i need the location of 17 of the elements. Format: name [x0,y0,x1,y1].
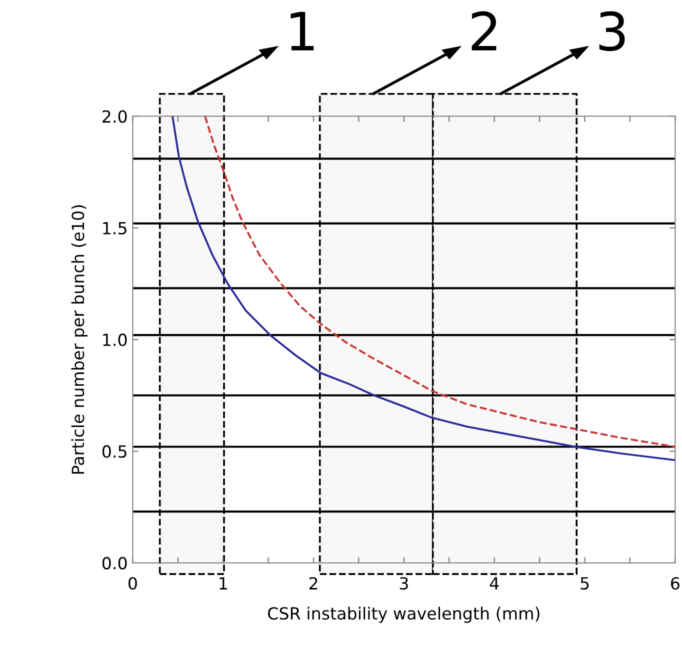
x-tick-label: 6 [671,577,680,590]
band-label: 2 [472,11,496,50]
band-label: 1 [290,12,314,50]
x-tick-label: 3 [400,577,408,590]
y-tick-label: 0.0 [102,556,127,570]
x-tick-label: 5 [580,577,589,590]
x-tick-label: 2 [309,577,318,590]
y-tick-label: 1.5 [103,222,126,234]
band-label: 3 [599,11,625,52]
y-tick-label: 0.5 [102,445,126,458]
x-tick-label: 4 [490,577,499,590]
x-axis-title: CSR instability wavelength (mm) [268,606,540,623]
y-axis-title: Particle number per bunch (e10) [71,205,88,474]
x-tick-label: 1 [220,577,227,590]
y-tick-label: 1.0 [103,334,127,346]
x-tick-label: 0 [128,577,137,590]
y-tick-label: 2.0 [102,110,127,123]
